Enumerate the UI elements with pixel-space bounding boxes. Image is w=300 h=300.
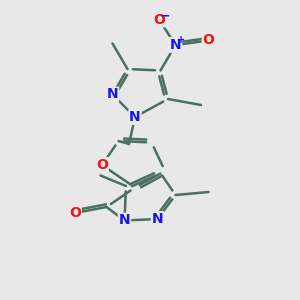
Text: O: O	[96, 158, 108, 172]
Text: N: N	[107, 88, 118, 101]
Text: O: O	[69, 206, 81, 220]
Text: N: N	[152, 212, 163, 226]
Text: +: +	[177, 34, 185, 45]
Text: N: N	[119, 214, 130, 227]
Text: N: N	[129, 110, 141, 124]
Text: −: −	[160, 10, 170, 23]
Text: O: O	[153, 13, 165, 26]
Text: N: N	[170, 38, 181, 52]
Text: O: O	[202, 34, 214, 47]
